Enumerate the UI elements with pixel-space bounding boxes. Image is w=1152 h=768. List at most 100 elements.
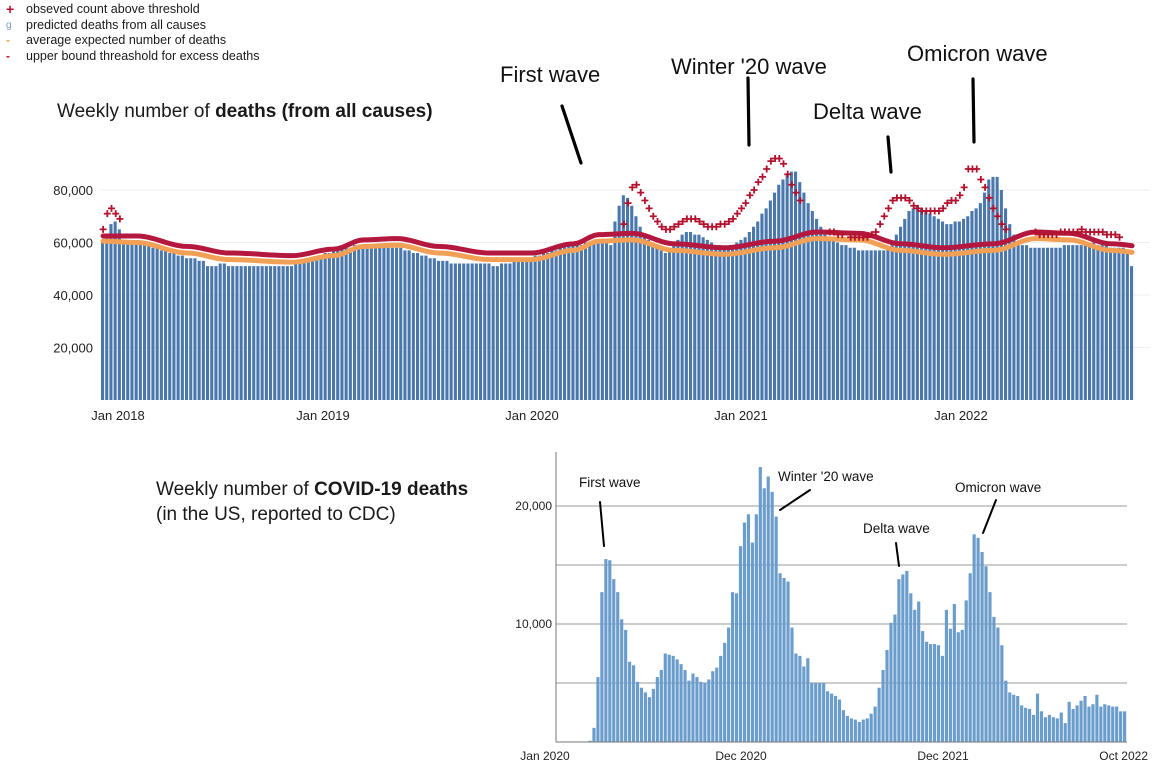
bar: [911, 208, 915, 400]
bar: [420, 255, 424, 400]
legend-label: obseved count above threshold: [26, 2, 200, 16]
plus-marker: [679, 218, 687, 225]
bar: [201, 260, 205, 400]
bar: [1104, 245, 1108, 400]
plus-marker: [767, 157, 775, 165]
title-prefix: Weekly number of: [57, 101, 216, 122]
plus-marker: [939, 204, 947, 212]
plus-marker: [985, 194, 993, 202]
bar: [642, 234, 646, 400]
bar: [264, 266, 268, 400]
plus-marker: [1078, 225, 1086, 233]
bar: [668, 250, 672, 400]
bar: [1111, 706, 1115, 742]
bar: [936, 645, 941, 742]
bar: [285, 266, 289, 400]
bar: [252, 266, 256, 400]
plus-marker: [645, 204, 653, 212]
legend-item-observed: + obseved count above threshold: [6, 1, 260, 18]
bar: [873, 250, 877, 400]
bar: [302, 260, 306, 400]
bar: [1117, 247, 1121, 400]
bar: [754, 514, 758, 742]
bar: [227, 266, 231, 400]
bar: [558, 247, 562, 400]
bar: [374, 245, 378, 400]
bar: [764, 208, 768, 400]
bar: [1041, 247, 1045, 400]
bar: [1075, 245, 1079, 400]
y-tick-label: 20,000: [515, 499, 552, 513]
bar: [746, 514, 750, 742]
bar: [785, 174, 789, 400]
plus-marker: [112, 210, 120, 218]
bar: [928, 213, 932, 400]
bar: [756, 221, 760, 400]
bar: [899, 226, 903, 400]
bar: [1008, 692, 1012, 742]
plus-marker: [1111, 231, 1119, 239]
bar: [679, 664, 683, 742]
legend-item-average: - average expected number of deaths: [6, 33, 260, 49]
bar: [378, 245, 382, 400]
bar: [571, 245, 575, 400]
bar: [861, 250, 865, 400]
bar: [999, 190, 1003, 400]
bar: [886, 247, 890, 400]
bar: [231, 266, 235, 400]
plus-marker: [1074, 228, 1081, 236]
bar: [655, 247, 659, 400]
bar: [901, 574, 905, 742]
bar: [134, 242, 138, 400]
bar: [738, 546, 743, 742]
bar: [714, 245, 718, 400]
bar: [617, 205, 621, 400]
bar: [189, 258, 193, 400]
bar: [992, 616, 996, 742]
annotation-delta-wave: Delta wave: [813, 99, 922, 124]
bar: [718, 245, 722, 400]
bar: [815, 218, 819, 400]
bar: [1071, 708, 1075, 742]
plus-marker: [880, 212, 888, 220]
bar: [962, 218, 966, 400]
bar: [554, 250, 558, 400]
orange-line-icon: -: [6, 33, 10, 47]
plus-marker: [1032, 228, 1039, 236]
bar: [1059, 712, 1063, 742]
bar: [218, 263, 222, 400]
bar: [260, 266, 264, 400]
bar: [691, 673, 695, 742]
bar: [953, 221, 957, 400]
bar: [256, 266, 260, 400]
plus-marker: [746, 191, 754, 199]
bar: [390, 247, 394, 400]
bar: [921, 631, 925, 742]
bar: [890, 242, 894, 400]
annotation-winter-wave: Winter '20 wave: [671, 54, 827, 79]
bottom-chart: 10,000 20,000 Jan 2020 Dec 2020 Dec 2021 Oct …: [515, 452, 1148, 763]
bar: [684, 232, 688, 400]
bar: [1035, 693, 1040, 742]
plus-marker: [738, 204, 745, 212]
bar: [794, 653, 798, 742]
bar: [778, 573, 782, 742]
bar: [995, 176, 999, 400]
bar: [624, 629, 628, 742]
bar: [818, 683, 822, 742]
bar: [588, 245, 592, 400]
plus-marker: [935, 207, 943, 215]
bar: [957, 221, 961, 400]
bar: [857, 721, 861, 742]
bar: [449, 263, 453, 400]
bar: [1012, 234, 1016, 400]
bar: [1125, 250, 1129, 400]
bar: [206, 266, 210, 400]
bar: [762, 488, 766, 742]
bar: [353, 245, 357, 400]
bar: [680, 234, 684, 400]
plus-marker: [956, 191, 964, 199]
bar: [495, 266, 499, 400]
bar: [504, 263, 508, 400]
title-prefix: Weekly number of: [156, 479, 315, 500]
